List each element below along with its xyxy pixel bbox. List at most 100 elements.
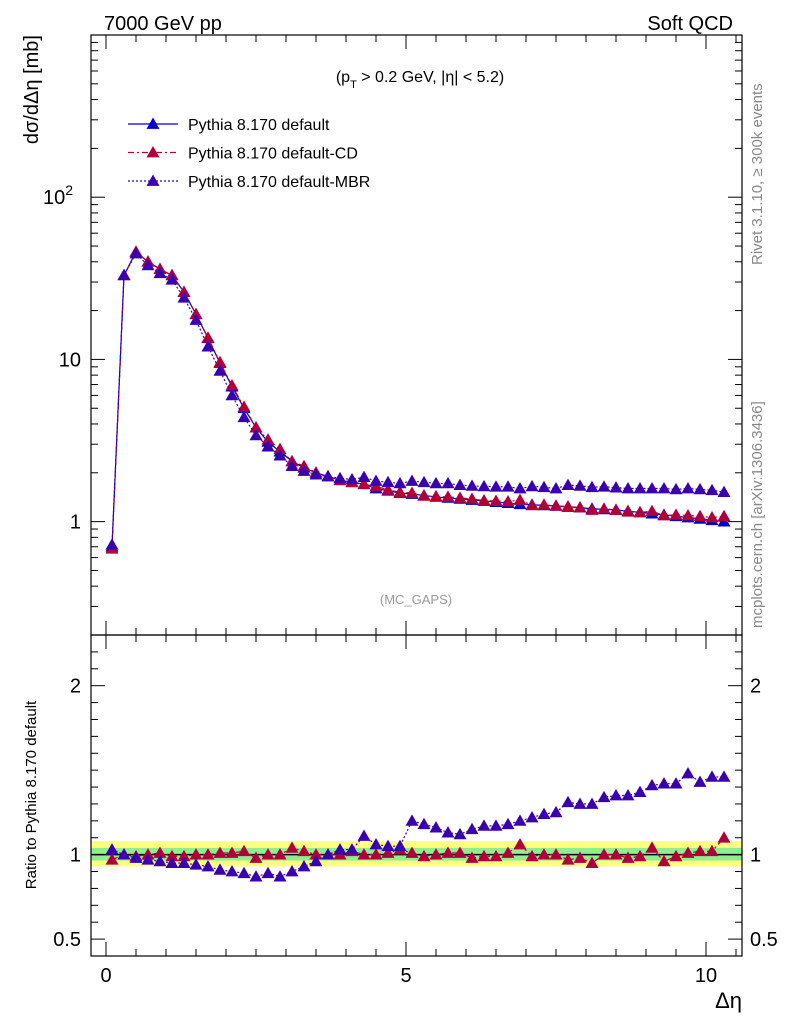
main-default-mbr-point xyxy=(405,474,419,486)
ratio-default-mbr-point xyxy=(501,817,515,830)
mcplots-source-label: mcplots.cern.ch [arXiv:1306.3436] xyxy=(749,401,766,628)
ratio-default-cd-point xyxy=(105,853,119,865)
main-default-mbr-point xyxy=(681,482,695,494)
ratio-default-mbr-point xyxy=(393,839,407,852)
main-default-mbr-point xyxy=(513,482,527,494)
main-default-mbr-point xyxy=(117,268,131,281)
ratio-default-cd-point xyxy=(417,849,431,862)
main-default-cd-point xyxy=(429,489,443,502)
main-default-mbr-point xyxy=(561,478,575,490)
main-default-cd-point xyxy=(477,493,491,506)
main-default-mbr-point xyxy=(417,475,431,488)
ratio-x-tick-label: 0 xyxy=(100,965,111,987)
ratio-default-mbr-point xyxy=(585,797,599,809)
main-default-mbr-point xyxy=(465,479,479,491)
main-default-mbr-point xyxy=(153,266,167,279)
main-default-mbr-point xyxy=(201,340,215,352)
ratio-default-mbr-point xyxy=(453,827,467,840)
ratio-default-mbr-point xyxy=(165,856,179,868)
main-default-cd-point xyxy=(693,509,707,522)
ratio-default-mbr-point xyxy=(249,870,263,882)
ratio-default-cd-point xyxy=(609,848,623,860)
ratio-default-mbr-point xyxy=(381,839,395,852)
ratio-default-mbr-point xyxy=(669,777,683,789)
main-default-mbr-point xyxy=(261,440,275,452)
main-default-mbr-point xyxy=(165,273,179,285)
main-default-mbr-line xyxy=(111,252,725,545)
ratio-default-cd-point xyxy=(225,846,239,858)
main-default-mbr-point xyxy=(297,464,311,476)
main-default-mbr-point xyxy=(621,482,635,494)
main-default-cd-point xyxy=(609,503,623,515)
main-default-cd-point xyxy=(705,511,719,523)
ratio-default-mbr-point xyxy=(345,843,359,855)
ratio-default-cd-point xyxy=(645,841,659,853)
ratio-default-mbr-point xyxy=(441,826,455,838)
xlabel: Δη xyxy=(715,988,742,1013)
ratio-default-cd-series xyxy=(105,831,731,868)
header-energy-label: 7000 GeV pp xyxy=(104,13,222,35)
main-default-mbr-series xyxy=(105,246,731,550)
ratio-default-cd-point xyxy=(489,849,503,862)
main-default-cd-point xyxy=(249,421,263,433)
ratio-default-mbr-point xyxy=(429,821,443,833)
legend-entry-default: Pythia 8.170 default xyxy=(188,117,330,134)
ratio-default-mbr-point xyxy=(141,853,155,865)
legend-marker xyxy=(146,174,160,186)
ratio-default-mbr-point xyxy=(621,789,635,801)
main-y-tick-label: 102 xyxy=(43,182,73,209)
ratio-default-cd-point xyxy=(297,844,311,857)
ratio-default-cd-point xyxy=(477,849,491,862)
main-default-series xyxy=(105,245,731,552)
ratio-default-mbr-point xyxy=(357,829,371,841)
ratio-default-cd-point xyxy=(261,848,275,860)
ratio-default-mbr-point xyxy=(645,778,659,791)
ratio-y-tick-label-right: 1 xyxy=(750,845,761,867)
ratio-default-cd-point xyxy=(165,849,179,862)
ratio-default-cd-point xyxy=(693,844,707,857)
ratio-default-cd-point xyxy=(681,846,695,858)
ratio-default-mbr-point xyxy=(597,790,611,803)
main-default-mbr-point xyxy=(657,482,671,494)
main-default-mbr-point xyxy=(213,364,227,376)
main-default-mbr-point xyxy=(381,475,395,488)
main-default-cd-point xyxy=(405,486,419,498)
ratio-default-cd-point xyxy=(285,841,299,853)
main-default-mbr-point xyxy=(573,479,587,491)
main-default-cd-point xyxy=(525,498,539,511)
main-default-mbr-point xyxy=(249,428,263,441)
main-default-line xyxy=(111,250,725,547)
ratio-default-cd-point xyxy=(705,844,719,857)
main-default-cd-point xyxy=(393,485,407,498)
main-default-cd-point xyxy=(357,477,371,490)
ratio-default-mbr-point xyxy=(153,854,167,867)
ratio-default-cd-point xyxy=(309,848,323,860)
ratio-default-cd-point xyxy=(669,849,683,862)
main-default-cd-point xyxy=(621,505,635,517)
main-default-mbr-point xyxy=(441,476,455,489)
ratio-default-mbr-point xyxy=(297,859,311,872)
ratio-default-mbr-point xyxy=(561,795,575,808)
ratio-y-tick-label: 2 xyxy=(70,676,81,698)
ratio-plot-frame xyxy=(90,634,743,957)
main-default-cd-point xyxy=(513,493,527,505)
ratio-default-cd-point xyxy=(201,848,215,860)
ratio-default-cd-point xyxy=(213,846,227,858)
main-default-mbr-point xyxy=(189,313,203,325)
ratio-default-cd-point xyxy=(501,846,515,858)
ratio-default-cd-point xyxy=(657,854,671,867)
ratio-default-mbr-point xyxy=(261,866,275,879)
main-default-cd-point xyxy=(261,433,275,445)
ratio-default-cd-point xyxy=(561,853,575,865)
main-default-mbr-point xyxy=(105,538,119,550)
ratio-default-cd-point xyxy=(273,848,287,860)
main-default-cd-point xyxy=(273,442,287,454)
main-default-mbr-point xyxy=(585,480,599,493)
main-default-cd-point xyxy=(585,503,599,515)
main-default-mbr-point xyxy=(693,482,707,495)
legend-entry-default-cd: Pythia 8.170 default-CD xyxy=(188,146,358,163)
ratio-default-mbr-point xyxy=(477,819,491,831)
main-default-mbr-point xyxy=(177,291,191,303)
legend-marker xyxy=(146,117,160,129)
ratio-default-cd-point xyxy=(597,848,611,860)
